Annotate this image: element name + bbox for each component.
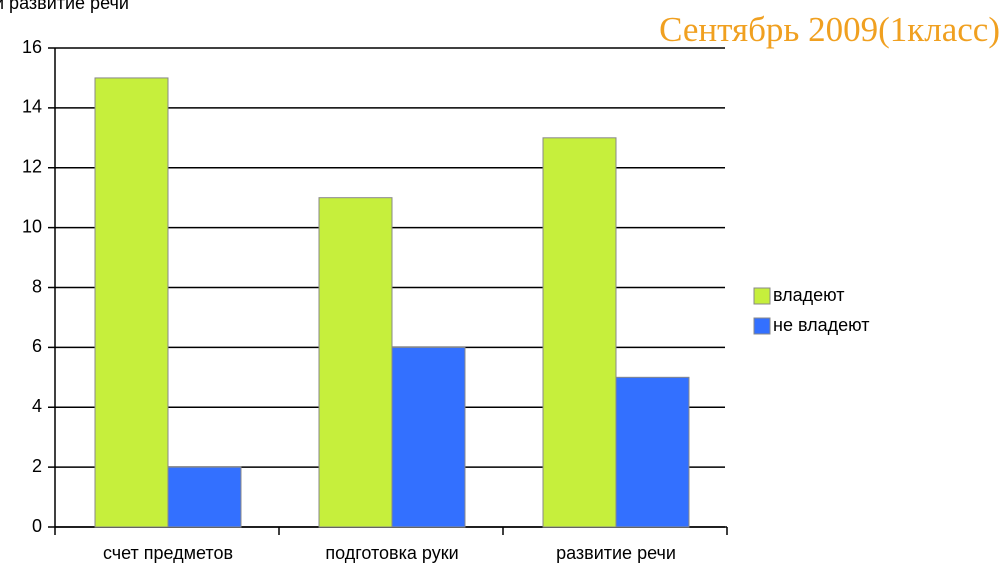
bar bbox=[542, 137, 617, 528]
x-tick-label: счет предметов bbox=[103, 543, 233, 563]
legend-swatch bbox=[753, 287, 771, 305]
chart-title: Сентябрь 2009(1класс) bbox=[659, 10, 1000, 49]
x-tick-label: развитие речи bbox=[556, 543, 676, 563]
x-tick-label: подготовка руки bbox=[325, 543, 458, 563]
bar bbox=[391, 346, 466, 528]
bar bbox=[318, 197, 393, 528]
y-tick-label: 8 bbox=[32, 276, 42, 296]
y-tick-label: 10 bbox=[22, 216, 42, 236]
legend-swatch bbox=[753, 317, 771, 335]
y-tick-label: 4 bbox=[32, 396, 42, 416]
y-tick-label: 6 bbox=[32, 336, 42, 356]
y-tick-label: 2 bbox=[32, 456, 42, 476]
bar bbox=[94, 77, 169, 528]
y-tick-label: 12 bbox=[22, 157, 42, 177]
bar bbox=[615, 376, 690, 528]
legend-label: владеют bbox=[773, 285, 845, 305]
annotation: и развитие речи bbox=[0, 0, 129, 13]
bar bbox=[167, 466, 242, 528]
y-tick-label: 0 bbox=[32, 516, 42, 536]
legend-label: не владеют bbox=[773, 315, 869, 335]
y-tick-label: 16 bbox=[22, 37, 42, 57]
y-tick-label: 14 bbox=[22, 97, 42, 117]
